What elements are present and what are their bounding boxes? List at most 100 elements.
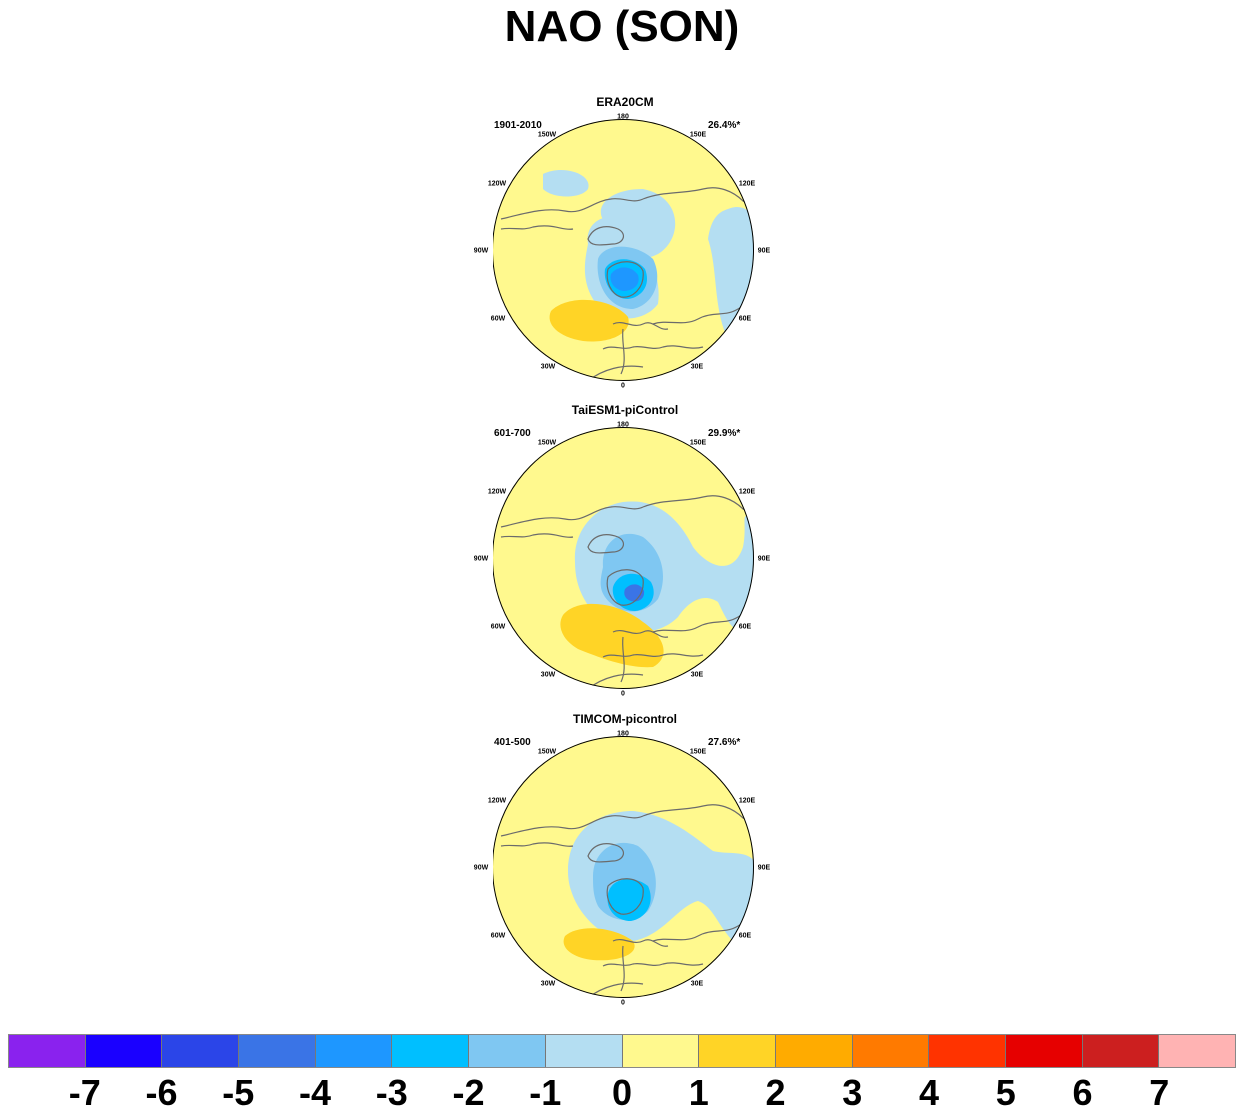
map-panel-3: TIMCOM-picontrol 401-500 27.6%* 180 150W 150E…: [470, 712, 780, 1012]
longitude-label-150W: 150W: [537, 748, 557, 756]
longitude-label-30E: 30E: [690, 671, 704, 679]
anomaly-contour-5: [560, 603, 664, 668]
longitude-label-60W: 60W: [490, 932, 506, 940]
colorbar-box-8: [545, 1035, 623, 1067]
panel-explained-variance: 27.6%*: [708, 737, 741, 748]
colorbar-box-1: [9, 1035, 86, 1067]
coastline-4: [606, 261, 644, 298]
colorbar-box-14: [1005, 1035, 1083, 1067]
map-border: [493, 427, 754, 689]
colorbar-box-15: [1082, 1035, 1160, 1067]
longitude-label-90E: 90E: [757, 864, 771, 872]
map-panel-1: ERA20CM 1901-2010 26.4%* 180 150W 150E 120W 120…: [470, 95, 780, 395]
map-border: [493, 119, 754, 381]
coastline-9: [620, 636, 625, 683]
longitude-label-60E: 60E: [738, 315, 752, 323]
page-title: NAO (SON): [504, 2, 740, 51]
colorbar-box-6: [392, 1035, 470, 1067]
colorbar-tick-label: -5: [222, 1072, 255, 1113]
coastline-8: [602, 345, 704, 350]
coastline-4: [606, 878, 644, 915]
longitude-label-150W: 150W: [537, 131, 557, 139]
coastline-4: [606, 569, 644, 606]
longitude-label-30E: 30E: [690, 980, 704, 988]
longitude-label-60W: 60W: [490, 315, 506, 323]
colorbar-box-5: [315, 1035, 393, 1067]
panel-title: TaiESM1-piControl: [571, 403, 679, 417]
polar-stereographic-map: [493, 736, 754, 998]
colorbar-tick-label: -1: [529, 1072, 562, 1113]
longitude-label-120W: 120W: [487, 180, 507, 188]
colorbar: [8, 1034, 1236, 1068]
longitude-label-30W: 30W: [540, 671, 556, 679]
coastline-8: [602, 962, 704, 967]
coastline-8: [602, 653, 704, 658]
coastline-5: [642, 804, 754, 847]
panel-explained-variance: 29.9%*: [708, 428, 741, 439]
colorbar-tick-label: -3: [375, 1072, 408, 1113]
longitude-label-180: 180: [617, 421, 629, 429]
longitude-label-120W: 120W: [487, 797, 507, 805]
longitude-label-150E: 150E: [689, 131, 707, 139]
colorbar-tick-label: -2: [452, 1072, 485, 1113]
colorbar-tick-label: 3: [842, 1072, 863, 1113]
longitude-label-150W: 150W: [537, 439, 557, 447]
anomaly-contour-4: [563, 928, 635, 961]
panel-period: 601-700: [494, 428, 531, 439]
coastline-9: [620, 945, 625, 992]
colorbar-box-2: [85, 1035, 163, 1067]
longitude-label-90W: 90W: [473, 555, 489, 563]
longitude-label-0: 0: [621, 999, 625, 1007]
panel-title: ERA20CM: [596, 95, 654, 109]
longitude-label-120W: 120W: [487, 488, 507, 496]
colorbar-tick-label: -7: [68, 1072, 101, 1113]
map-panel-2: TaiESM1-piControl 601-700 29.9%* 180 150W 150…: [470, 403, 780, 703]
coastline-1: [500, 506, 644, 528]
longitude-label-0: 0: [621, 690, 625, 698]
longitude-label-30E: 30E: [690, 363, 704, 371]
anomaly-contour-7: [549, 299, 629, 342]
colorbar-box-4: [239, 1035, 316, 1067]
colorbar-box-7: [469, 1035, 546, 1067]
colorbar-tick-label: 7: [1149, 1072, 1170, 1113]
longitude-label-90W: 90W: [473, 247, 489, 255]
map-border: [493, 736, 754, 998]
colorbar-box-9: [622, 1035, 700, 1067]
longitude-label-120E: 120E: [738, 797, 756, 805]
polar-stereographic-map: [493, 119, 754, 381]
longitude-label-30W: 30W: [540, 363, 556, 371]
colorbar-tick-label: -4: [298, 1072, 332, 1113]
longitude-label-120E: 120E: [738, 180, 756, 188]
colorbar-box-11: [775, 1035, 853, 1067]
coastline-2: [500, 842, 574, 847]
longitude-label-180: 180: [617, 730, 629, 738]
coastline-1: [500, 815, 644, 837]
longitude-label-150E: 150E: [689, 439, 707, 447]
longitude-label-150E: 150E: [689, 748, 707, 756]
colorbar-box-13: [929, 1035, 1006, 1067]
coastline-3: [587, 534, 625, 554]
longitude-label-90W: 90W: [473, 864, 489, 872]
coastline-5: [642, 187, 754, 230]
coastline-2: [500, 225, 574, 230]
longitude-label-60E: 60E: [738, 623, 752, 631]
colorbar-tick-label: 0: [611, 1072, 633, 1113]
colorbar-tick-label: 4: [918, 1072, 940, 1113]
coastline-2: [500, 533, 574, 538]
coastline-9: [620, 328, 625, 375]
longitude-label-90E: 90E: [757, 247, 771, 255]
coastline-1: [500, 198, 644, 220]
anomaly-contour-3: [543, 169, 589, 197]
panel-period: 1901-2010: [494, 120, 542, 131]
polar-stereographic-map: [493, 427, 754, 689]
anomaly-contour-3: [607, 879, 651, 921]
colorbar-box-10: [699, 1035, 776, 1067]
panel-title: TIMCOM-picontrol: [573, 712, 677, 726]
colorbar-tick-label: -6: [145, 1072, 178, 1113]
colorbar-tick-label: 6: [1072, 1072, 1093, 1113]
panel-explained-variance: 26.4%*: [708, 120, 741, 131]
longitude-label-60W: 60W: [490, 623, 506, 631]
coastline-7: [612, 938, 669, 947]
colorbar-tick-label: 2: [765, 1072, 786, 1113]
colorbar-box-12: [852, 1035, 930, 1067]
